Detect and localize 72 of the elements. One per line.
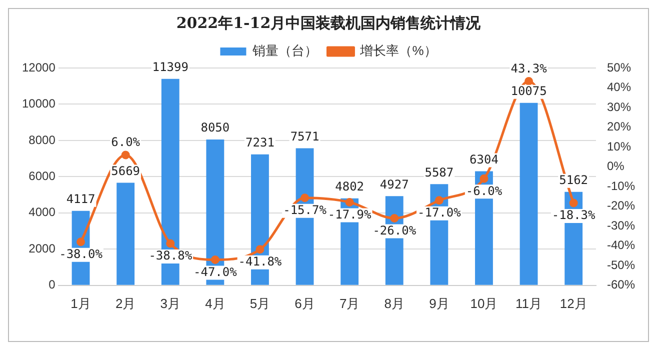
data-label: -26.0%: [372, 223, 417, 238]
data-label: 7231: [246, 136, 274, 150]
y2-tick-label: -30%: [606, 218, 636, 232]
y-tick-label: 0: [48, 278, 56, 292]
data-label: 11399: [152, 60, 188, 74]
data-label: -6.0%: [466, 184, 503, 198]
point: [480, 174, 488, 183]
x-tick-label: 2月: [115, 296, 136, 311]
point: [256, 245, 264, 254]
point: [524, 76, 534, 86]
x-tick-label: 3月: [160, 296, 180, 311]
x-tick-label: 5月: [250, 296, 270, 311]
y2-tick-label: -60%: [606, 278, 636, 292]
x-tick-label: 9月: [429, 296, 450, 311]
point: [121, 150, 130, 160]
y-tick-label: 10000: [22, 96, 56, 111]
data-label: 7571: [290, 129, 320, 144]
data-label: -17.9%: [328, 207, 372, 222]
point: [345, 198, 354, 206]
y2-tick-label: 20%: [606, 120, 632, 134]
y2-tick-label: 40%: [606, 80, 632, 94]
data-label: 43.3%: [510, 61, 548, 76]
y2-tick-label: 10%: [606, 139, 632, 154]
legend-label: 增长率（%）: [359, 43, 437, 58]
y2-tick-label: -20%: [606, 198, 636, 213]
x-tick-label: 4月: [205, 296, 226, 311]
data-label: 5669: [111, 164, 140, 178]
data-label: -38.8%: [148, 248, 193, 263]
point: [166, 239, 175, 248]
data-label: -41.8%: [238, 254, 282, 269]
data-label: -15.7%: [283, 202, 328, 217]
x-tick-label: 11月: [516, 296, 542, 311]
legend-label: 销量（台）: [252, 43, 318, 58]
data-label: 4117: [66, 192, 96, 206]
y-tick-label: 4000: [28, 205, 56, 220]
point: [210, 255, 220, 264]
y2-tick-label: -40%: [606, 238, 636, 252]
data-label: 6.0%: [111, 135, 141, 150]
y2-tick-label: 0%: [606, 159, 625, 174]
data-label: 4927: [380, 177, 409, 192]
data-label: 10075: [510, 84, 547, 98]
x-tick-label: 1月: [70, 296, 91, 311]
data-label: -18.3%: [552, 208, 596, 222]
data-label: 5587: [424, 165, 454, 180]
chart-title: 2022年1-12月中国装载机国内销售统计情况: [176, 14, 482, 32]
bar: [116, 182, 135, 285]
x-tick-label: 7月: [339, 296, 360, 311]
point: [76, 238, 86, 246]
x-tick-label: 10月: [470, 296, 498, 311]
y-tick-label: 6000: [28, 169, 56, 184]
y-tick-label: 12000: [22, 60, 56, 74]
data-label: 4802: [335, 180, 364, 194]
y-tick-label: 8000: [28, 132, 56, 147]
y2-tick-label: -10%: [606, 178, 636, 193]
y-tick-label: 2000: [28, 241, 56, 256]
point: [300, 194, 310, 202]
data-label: -38.0%: [59, 247, 104, 262]
y2-tick-label: -50%: [606, 258, 636, 272]
point: [434, 196, 444, 205]
data-label: -17.0%: [418, 206, 462, 220]
data-label: 8050: [200, 120, 230, 135]
x-tick-label: 8月: [384, 296, 404, 311]
data-label: 6304: [470, 152, 498, 166]
x-tick-label: 6月: [294, 296, 315, 311]
x-tick-label: 12月: [560, 296, 588, 311]
y2-tick-label: 50%: [606, 60, 632, 74]
data-label: -47.0%: [193, 264, 238, 279]
data-label: 5162: [559, 173, 588, 188]
point: [569, 198, 578, 208]
y2-tick-label: 30%: [606, 100, 632, 114]
point: [390, 214, 399, 222]
bar: [520, 102, 538, 285]
